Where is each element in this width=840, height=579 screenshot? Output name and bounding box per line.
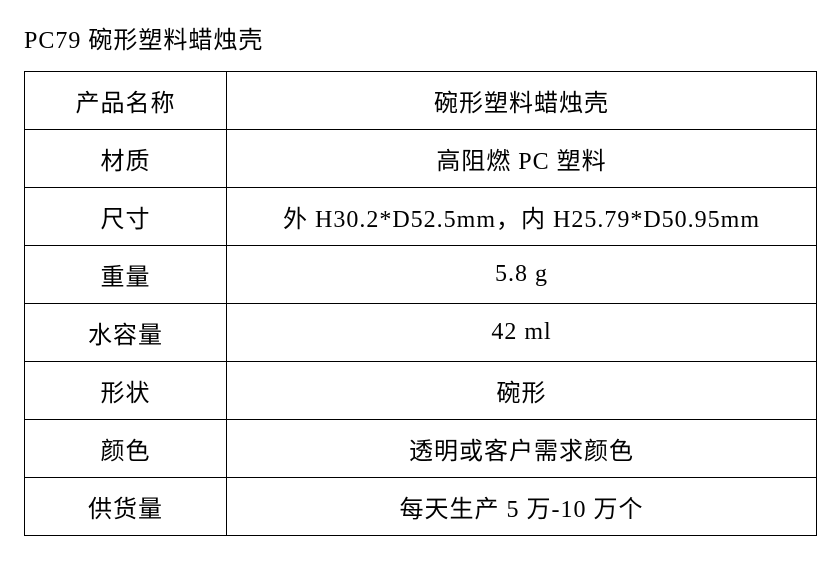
table-row: 产品名称 碗形塑料蜡烛壳 (25, 72, 817, 130)
row-label: 尺寸 (25, 188, 227, 246)
table-row: 供货量 每天生产 5 万-10 万个 (25, 478, 817, 536)
table-row: 材质 高阻燃 PC 塑料 (25, 130, 817, 188)
row-value: 透明或客户需求颜色 (227, 420, 817, 478)
row-value: 外 H30.2*D52.5mm，内 H25.79*D50.95mm (227, 188, 817, 246)
table-row: 尺寸 外 H30.2*D52.5mm，内 H25.79*D50.95mm (25, 188, 817, 246)
row-label: 材质 (25, 130, 227, 188)
row-value: 每天生产 5 万-10 万个 (227, 478, 817, 536)
row-label: 产品名称 (25, 72, 227, 130)
page-title: PC79 碗形塑料蜡烛壳 (24, 20, 816, 55)
row-value: 碗形塑料蜡烛壳 (227, 72, 817, 130)
table-row: 颜色 透明或客户需求颜色 (25, 420, 817, 478)
table-row: 水容量 42 ml (25, 304, 817, 362)
row-label: 颜色 (25, 420, 227, 478)
row-value: 5.8 g (227, 246, 817, 304)
row-value: 42 ml (227, 304, 817, 362)
row-label: 形状 (25, 362, 227, 420)
product-spec-table: 产品名称 碗形塑料蜡烛壳 材质 高阻燃 PC 塑料 尺寸 外 H30.2*D52… (24, 71, 817, 536)
table-row: 形状 碗形 (25, 362, 817, 420)
row-value: 高阻燃 PC 塑料 (227, 130, 817, 188)
row-label: 供货量 (25, 478, 227, 536)
table-row: 重量 5.8 g (25, 246, 817, 304)
row-value: 碗形 (227, 362, 817, 420)
row-label: 重量 (25, 246, 227, 304)
row-label: 水容量 (25, 304, 227, 362)
